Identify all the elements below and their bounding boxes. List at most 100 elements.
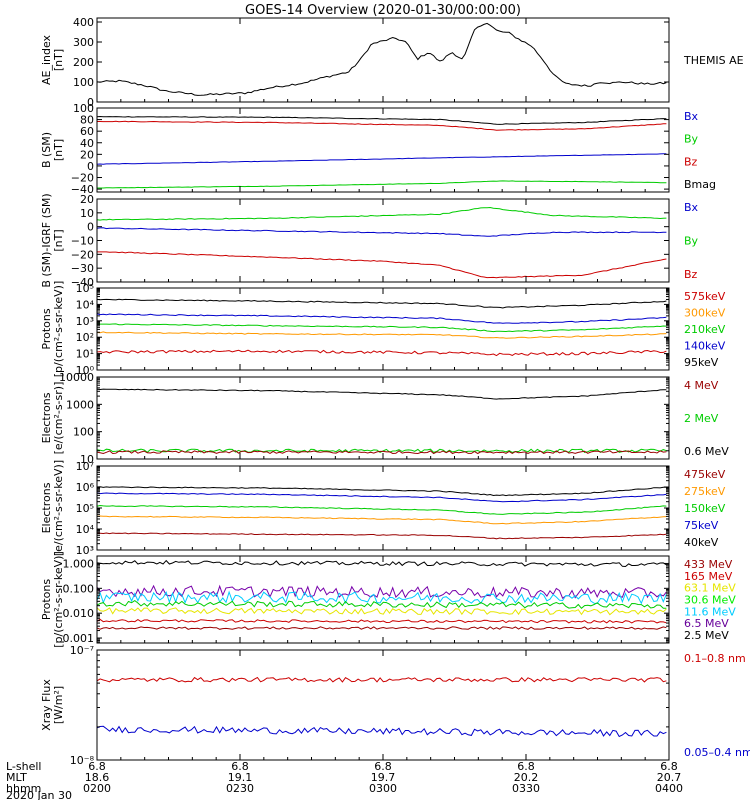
series-line-bx — [97, 153, 667, 165]
panel-frame — [96, 198, 670, 283]
series-line-by — [97, 206, 667, 221]
y-axis-label: B (SM)[nT] — [40, 132, 65, 168]
legend-165-mev: 165 MeV — [684, 570, 733, 583]
legend-475kev: 475keV — [684, 468, 726, 481]
y-tick-label: 10¹ — [76, 348, 94, 361]
y-axis-label: Electrons[e/(cm²-s-sr)] — [40, 382, 65, 455]
footer-value: 19.1 — [228, 771, 253, 784]
legend-300kev: 300keV — [684, 307, 726, 320]
legend-bmag: Bmag — [684, 178, 716, 191]
footer-value: 0330 — [512, 782, 540, 795]
legend-433-mev: 433 MeV — [684, 558, 733, 571]
y-tick-label: 10 — [80, 453, 94, 466]
footer-value: 0200 — [83, 782, 111, 795]
y-tick-label: 10⁴ — [76, 298, 95, 311]
footer-value: 0400 — [655, 782, 683, 795]
legend-275kev: 275keV — [684, 485, 726, 498]
y-tick-label: 10⁻⁸ — [70, 754, 95, 767]
footer-axis: L-shell 6.8 6.8 6.8 6.8 6.8 MLT 18.6 19.1 19.7 20.… — [6, 760, 683, 802]
legend-themis-ae: THEMIS AE — [683, 54, 744, 67]
y-axis-label-line: Electrons — [40, 482, 53, 533]
series-line-4-mev — [97, 450, 667, 455]
series-line-150kev — [97, 504, 667, 515]
y-tick-label: 1.000 — [63, 557, 95, 570]
series-line-40kev — [97, 486, 667, 497]
series-group-bsm — [97, 115, 667, 189]
y-axis-label-line: [nT] — [52, 229, 65, 251]
series-group-protons2 — [97, 559, 667, 630]
legend-0-05-0-4-nm: 0.05–0.4 nm — [684, 746, 750, 759]
y-tick-label: 0 — [87, 221, 94, 234]
legend-by: By — [684, 235, 699, 248]
y-tick-label: 0.010 — [63, 607, 95, 620]
series-line-210kev — [97, 323, 667, 333]
series-group-xray — [97, 676, 667, 738]
y-tick-label: −10 — [71, 235, 94, 248]
y-tick-label: 40 — [80, 137, 94, 150]
y-tick-label: 10⁵ — [76, 502, 94, 515]
y-axis-label: Protons[p/(cm²-s-sr-keV)] — [40, 281, 65, 378]
y-tick-label: 100 — [73, 76, 94, 89]
panel-protons2: 0.0010.0100.1001.000Protons[p/(cm²-s-sr-… — [40, 551, 736, 648]
y-tick-label: 10⁷ — [76, 460, 94, 473]
series-line-275kev — [97, 515, 667, 525]
series-line-6-5-mev — [97, 584, 667, 599]
y-tick-label: 10⁰ — [76, 364, 95, 377]
series-line-bz — [97, 120, 667, 131]
y-tick-label: 20 — [80, 193, 94, 206]
y-axis-label-line: B (SM)-IGRF (SM) — [40, 193, 53, 287]
series-line-2-5-mev — [97, 559, 667, 568]
series-line-bx — [97, 227, 667, 237]
series-line-themis-ae — [97, 22, 667, 96]
y-tick-label: 10⁴ — [76, 523, 95, 536]
footer-value: 6.8 — [88, 760, 106, 773]
legend-bx: Bx — [684, 110, 699, 123]
y-tick-label: −40 — [71, 183, 94, 196]
y-axis-label-line: [e/(cm²-s-sr)] — [52, 382, 65, 455]
y-axis-label-line: [W/m²] — [52, 686, 65, 724]
footer-value: 6.8 — [660, 760, 678, 773]
legend-bz: Bz — [684, 268, 698, 281]
y-tick-label: 0.001 — [63, 632, 95, 645]
legend-150kev: 150keV — [684, 502, 726, 515]
legend-11-6-mev: 11.6 MeV — [684, 605, 736, 618]
series-line-63-1-mev — [97, 607, 667, 616]
series-line-300kev — [97, 331, 667, 339]
legend-bx: Bx — [684, 201, 699, 214]
y-tick-label: 10⁻⁷ — [70, 644, 94, 657]
series-group-protons1 — [97, 298, 667, 357]
y-tick-label: 10² — [76, 331, 94, 344]
y-tick-label: 0.100 — [63, 582, 95, 595]
y-tick-label: 0 — [87, 96, 94, 109]
legend-75kev: 75keV — [684, 519, 719, 532]
series-line-bz — [97, 251, 667, 279]
y-axis-label-line: [nT] — [52, 49, 65, 71]
y-tick-label: 200 — [73, 56, 94, 69]
panel-frame — [96, 107, 670, 193]
y-tick-label: 20 — [80, 148, 94, 161]
y-axis-label: B (SM)-IGRF (SM)[nT] — [40, 193, 65, 287]
y-tick-label: 100 — [73, 102, 94, 115]
footer-value: 6.8 — [374, 760, 392, 773]
y-tick-label: 100 — [73, 426, 94, 439]
series-group-bigrf — [97, 206, 667, 279]
y-axis-label-line: AE_index — [40, 34, 53, 85]
legend-0-6-mev: 0.6 MeV — [684, 445, 729, 458]
y-tick-label: 300 — [73, 36, 94, 49]
legend-by: By — [684, 133, 699, 146]
panel-protons1: 10⁰ 10¹ 10² 10³ 10⁴ 10⁵ Protons[p/(cm²-s-sr-ke… — [40, 281, 726, 378]
y-axis-label-line: Protons — [40, 308, 53, 349]
y-tick-label: 10 — [80, 207, 94, 220]
legend-95kev: 95keV — [684, 356, 719, 369]
legend-2-mev: 2 MeV — [684, 412, 719, 425]
series-line-433-mev — [97, 626, 667, 630]
panel-frame — [96, 376, 670, 460]
footer-value: 20.7 — [657, 771, 682, 784]
y-axis-label: AE_index[nT] — [40, 34, 65, 85]
legend-4-mev: 4 MeV — [684, 379, 719, 392]
y-tick-label: 10³ — [76, 544, 94, 557]
series-line-11-6-mev — [97, 590, 667, 605]
